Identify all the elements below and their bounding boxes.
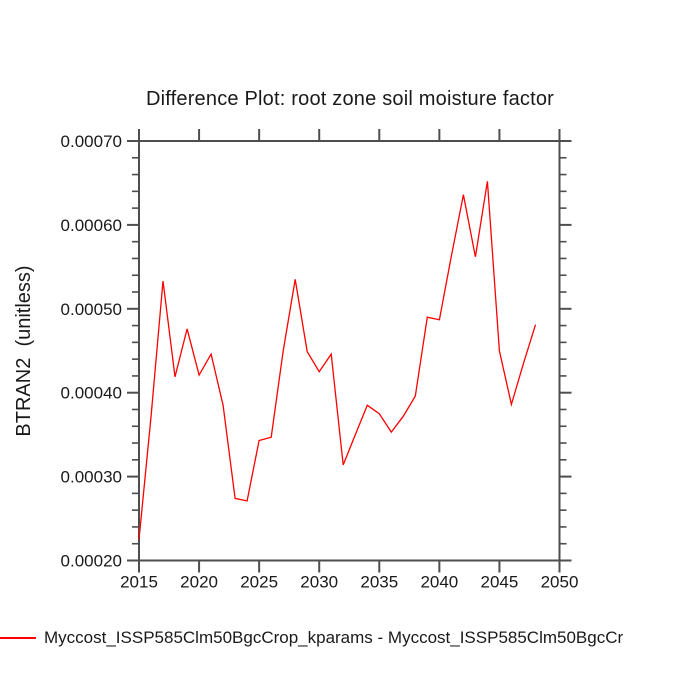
y-tick-label: 0.00060: [61, 216, 122, 235]
x-tick-label: 2045: [481, 573, 519, 592]
legend: Myccost_ISSP585Clm50BgcCrop_kparams - My…: [0, 626, 700, 650]
y-tick-label: 0.00040: [61, 384, 122, 403]
x-tick-label: 2020: [180, 573, 218, 592]
y-tick-label: 0.00030: [61, 468, 122, 487]
chart-title: Difference Plot: root zone soil moisture…: [145, 88, 555, 110]
x-tick-label: 2015: [120, 573, 158, 592]
y-tick-label: 0.00050: [61, 300, 122, 319]
x-tick-label: 2035: [360, 573, 398, 592]
y-tick-label: 0.00020: [61, 552, 122, 571]
legend-line-sample: [0, 637, 36, 639]
x-tick-label: 2030: [300, 573, 338, 592]
data-line: [138, 181, 537, 540]
x-tick-label: 2040: [420, 573, 458, 592]
plot-frame: [138, 140, 561, 562]
legend-label: Myccost_ISSP585Clm50BgcCrop_kparams - My…: [44, 628, 624, 647]
y-tick-label: 0.00070: [61, 132, 122, 151]
x-tick-label: 2050: [541, 573, 579, 592]
x-tick-label: 2025: [240, 573, 278, 592]
